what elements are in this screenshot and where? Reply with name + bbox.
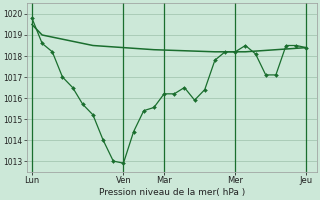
X-axis label: Pression niveau de la mer( hPa ): Pression niveau de la mer( hPa ) [99, 188, 245, 197]
